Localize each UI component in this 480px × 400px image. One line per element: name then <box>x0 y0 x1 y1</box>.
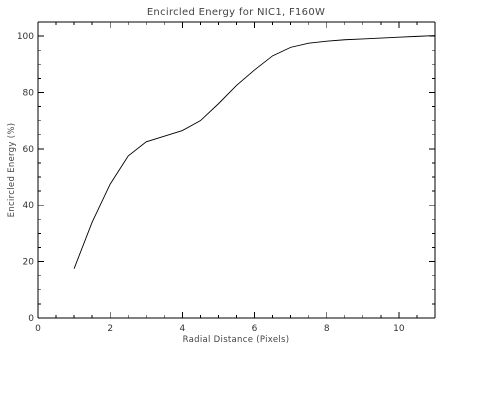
y-tick-label: 100 <box>17 32 34 42</box>
x-tick-label: 8 <box>324 324 330 334</box>
chart-title: Encircled Energy for NIC1, F160W <box>147 7 325 18</box>
y-tick-label: 60 <box>23 145 35 155</box>
ticks-group <box>37 21 436 319</box>
series-group <box>73 35 436 269</box>
x-tick-label: 4 <box>179 324 185 334</box>
y-tick-label: 80 <box>23 88 35 98</box>
plot-frame <box>37 21 436 319</box>
series-line <box>73 35 436 269</box>
y-tick-label: 40 <box>23 201 35 211</box>
y-axis-title: Encircled Energy (%) <box>7 123 17 218</box>
x-tick-label: 6 <box>252 324 258 334</box>
x-tick-label: 10 <box>393 324 405 334</box>
y-tick-label: 0 <box>28 314 34 324</box>
x-tick-label: 2 <box>107 324 113 334</box>
x-tick-label: 0 <box>35 324 41 334</box>
x-axis-title: Radial Distance (Pixels) <box>183 335 290 345</box>
y-tick-label: 20 <box>23 258 35 268</box>
